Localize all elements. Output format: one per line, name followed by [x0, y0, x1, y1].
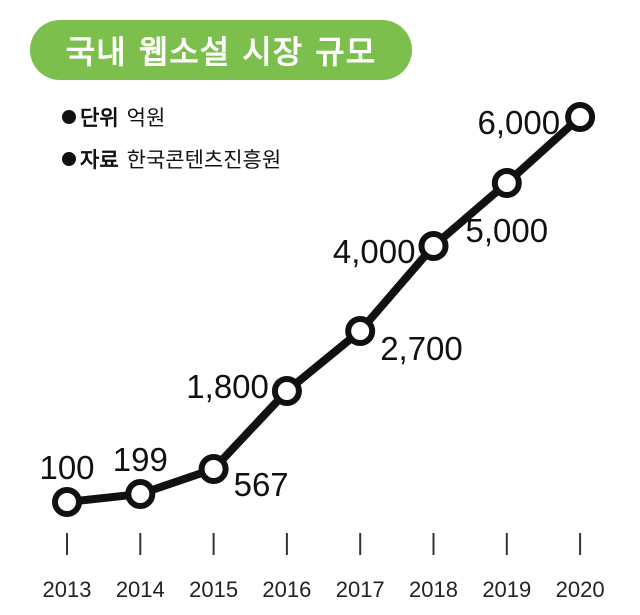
unit-value: 억원 — [126, 106, 166, 130]
x-tick-label: 2018 — [409, 577, 458, 602]
data-label: 1,800 — [186, 368, 269, 405]
unit-note: 단위 억원 — [62, 102, 165, 132]
data-label: 5,000 — [466, 212, 549, 249]
data-point — [418, 231, 449, 261]
data-label: 2,700 — [380, 330, 463, 367]
data-label: 4,000 — [333, 233, 416, 270]
source-key: 자료 — [80, 148, 119, 172]
unit-key: 단위 — [80, 106, 119, 130]
data-point — [198, 454, 229, 484]
data-point — [345, 316, 376, 346]
bullet-icon — [62, 152, 76, 166]
x-tick-label: 2019 — [482, 577, 531, 602]
bullet-icon — [62, 110, 76, 124]
data-label: 567 — [234, 466, 289, 503]
data-label: 100 — [39, 449, 94, 486]
data-point — [125, 479, 156, 509]
data-label: 6,000 — [478, 104, 561, 141]
x-tick-label: 2014 — [116, 577, 165, 602]
data-point — [565, 102, 596, 132]
x-tick-label: 2013 — [43, 577, 92, 602]
x-tick-label: 2017 — [336, 577, 385, 602]
x-tick-label: 2015 — [189, 577, 238, 602]
x-tick-label: 2016 — [262, 577, 311, 602]
data-label: 199 — [113, 441, 168, 478]
source-value: 한국콘텐츠진흥원 — [126, 148, 282, 172]
source-note: 자료 한국콘텐츠진흥원 — [62, 144, 281, 174]
data-point — [271, 376, 302, 406]
data-point — [491, 168, 522, 198]
chart-title: 국내 웹소설 시장 규모 — [65, 33, 377, 71]
x-tick-label: 2020 — [556, 577, 605, 602]
title-pill: 국내 웹소설 시장 규모 — [30, 20, 412, 80]
data-point — [52, 487, 82, 517]
